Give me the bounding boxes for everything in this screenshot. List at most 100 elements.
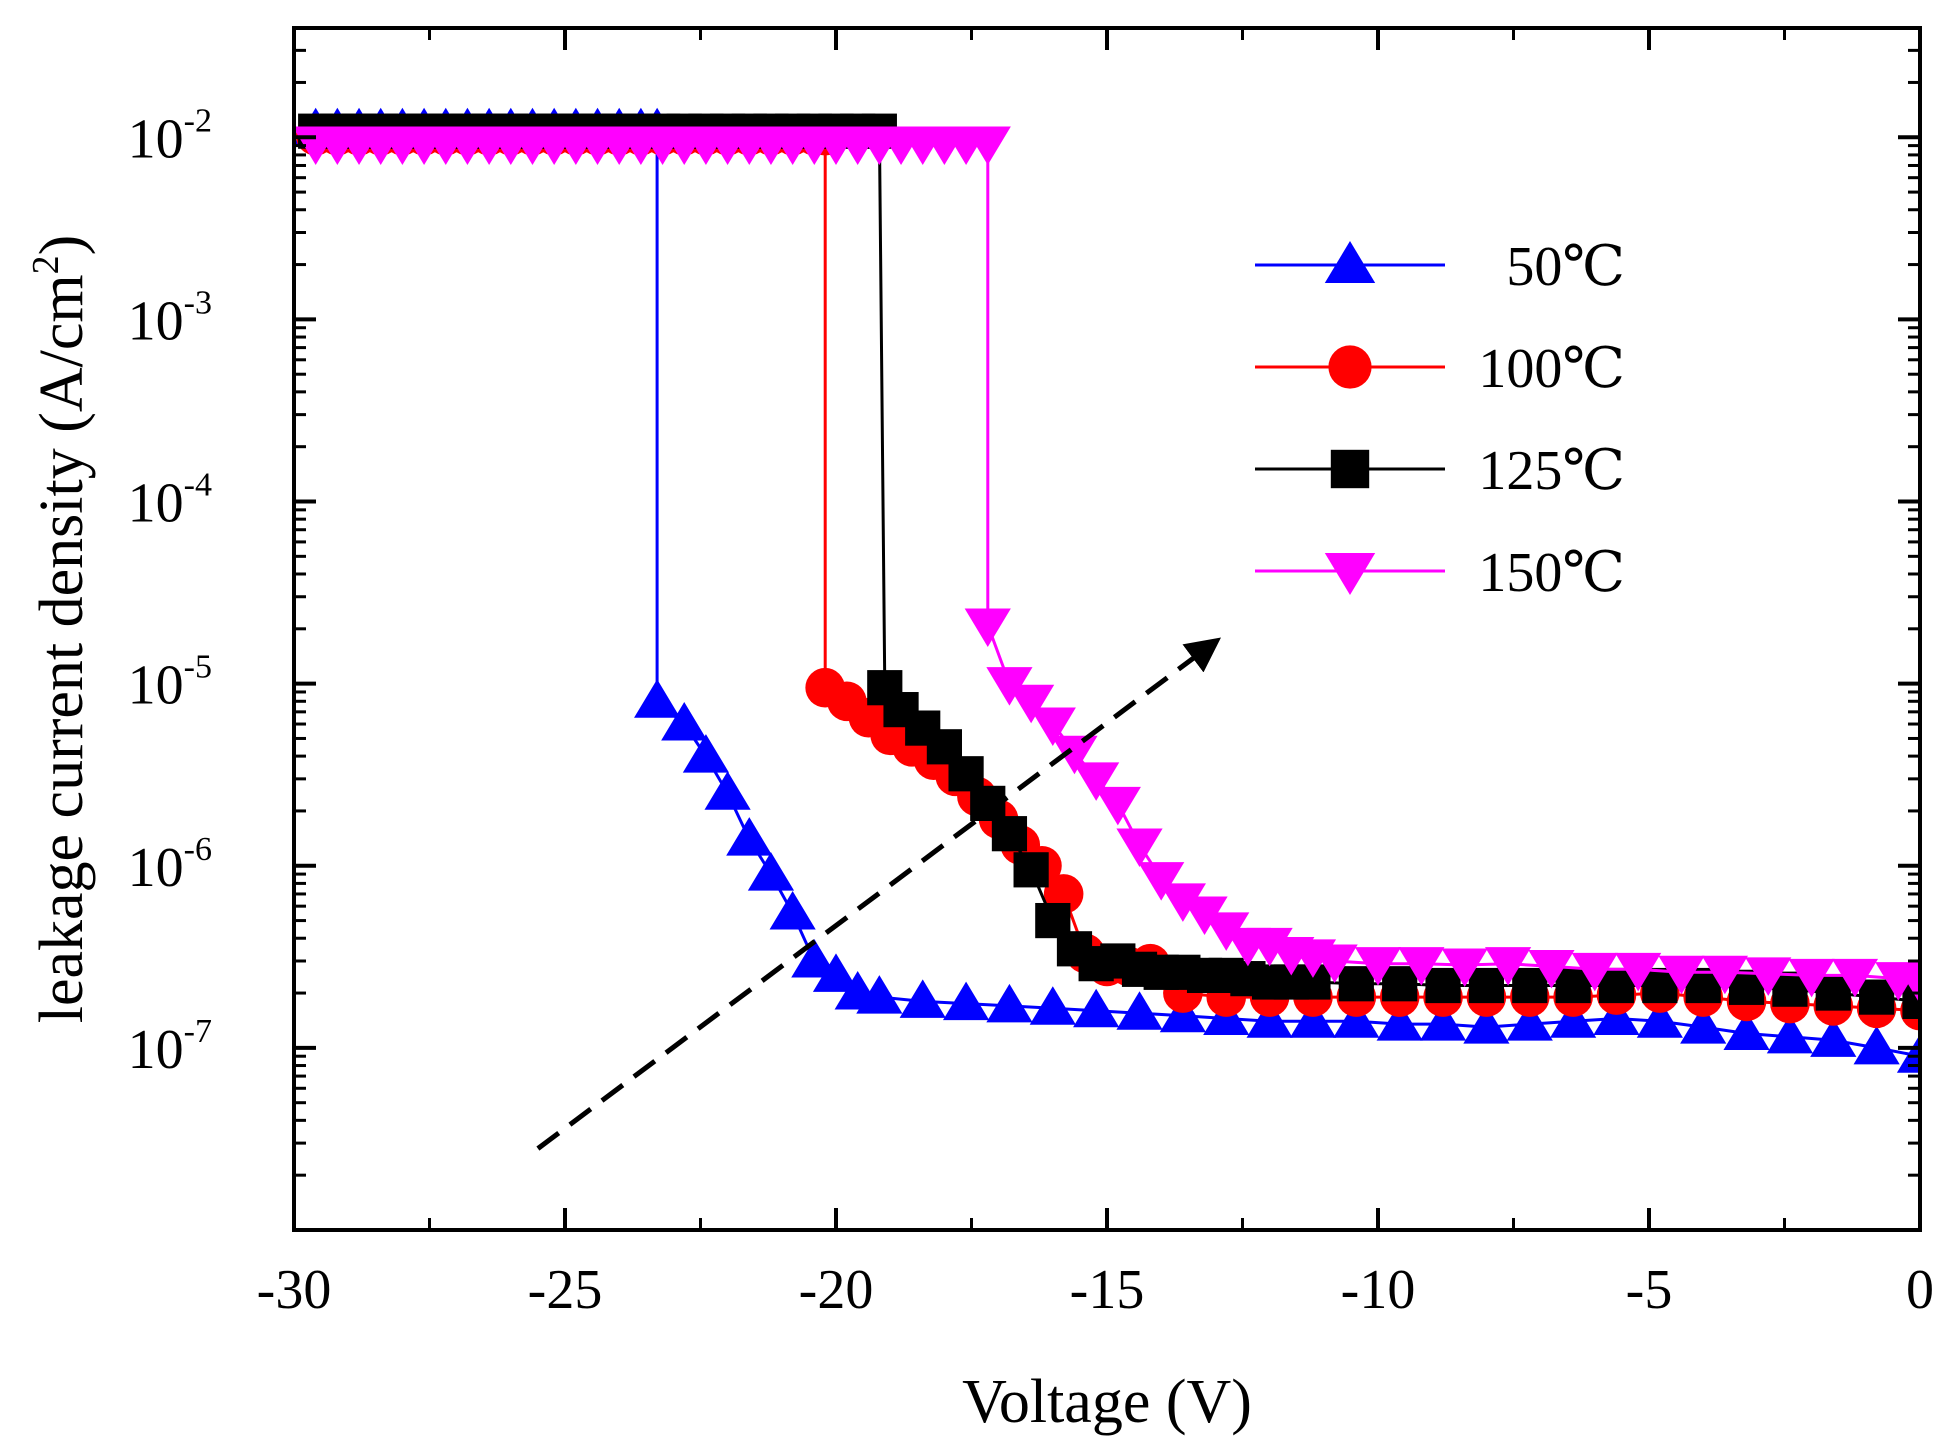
data-point	[769, 891, 816, 930]
x-tick-label: 0	[1906, 1259, 1934, 1321]
data-point	[1116, 828, 1163, 868]
legend-label: 150℃	[1478, 542, 1625, 604]
series-line	[315, 134, 1920, 1013]
y-tick-label: 10-6	[128, 831, 212, 899]
data-point	[1593, 996, 1640, 1035]
data-point	[1528, 949, 1575, 989]
data-point	[1159, 993, 1206, 1033]
data-point	[1354, 947, 1402, 986]
data-point	[1658, 955, 1705, 995]
y-tick-label: 10-7	[128, 1013, 212, 1081]
data-point	[1029, 707, 1076, 747]
data-point	[1311, 944, 1358, 983]
legend-item: 150℃	[1255, 542, 1625, 604]
data-point	[986, 983, 1033, 1023]
data-point	[1550, 999, 1597, 1038]
data-point	[1745, 957, 1792, 996]
data-point	[791, 938, 838, 978]
data-point	[812, 953, 860, 992]
data-point	[634, 679, 681, 718]
data-point	[1382, 966, 1418, 1002]
data-point	[964, 126, 1011, 166]
plot-frame	[292, 26, 1922, 1232]
data-point	[1636, 999, 1683, 1038]
data-point	[1571, 952, 1618, 992]
legend-label: 50℃	[1506, 236, 1625, 298]
data-point	[1376, 1002, 1423, 1041]
data-point	[991, 816, 1028, 852]
data-point	[1723, 1011, 1770, 1050]
legend: 50℃ 100℃ 125℃ 150℃	[1255, 236, 1625, 604]
data-point	[1073, 988, 1120, 1028]
data-point	[1419, 1002, 1467, 1041]
data-point	[1181, 896, 1228, 936]
data-point	[1506, 1002, 1553, 1041]
data-point	[1859, 979, 1895, 1015]
trend-arrow	[536, 637, 1222, 1151]
data-point	[1441, 948, 1488, 988]
x-axis-title: Voltage (V)	[962, 1368, 1252, 1436]
y-axis-title: leakage current density (A/cm2)	[25, 235, 96, 1024]
legend-item: 100℃	[1255, 338, 1625, 400]
data-point	[1094, 786, 1141, 826]
x-tick-label: -15	[1070, 1259, 1145, 1321]
y-tick-label: 10-2	[128, 102, 212, 170]
legend-label: 100℃	[1478, 338, 1625, 400]
data-point	[1468, 967, 1504, 1004]
data-point	[682, 734, 730, 773]
data-point	[1896, 1034, 1920, 1073]
data-point	[1203, 912, 1250, 951]
data-point	[661, 702, 708, 741]
data-point	[942, 981, 990, 1021]
legend-label: 125℃	[1478, 440, 1625, 502]
data-point	[1831, 958, 1879, 998]
x-tick-label: -5	[1626, 1259, 1673, 1321]
data-point	[1815, 975, 1851, 1011]
data-point	[1810, 1018, 1857, 1057]
data-point	[964, 608, 1011, 647]
x-tick-label: -20	[799, 1259, 874, 1321]
data-point	[1788, 958, 1835, 998]
series-3	[298, 113, 1920, 1019]
x-tick-label: -30	[257, 1259, 332, 1321]
data-point	[856, 975, 903, 1014]
legend-item: 125℃	[1255, 440, 1625, 502]
data-point	[899, 979, 946, 1018]
data-point	[1116, 991, 1163, 1030]
data-point	[726, 817, 773, 856]
data-point	[1484, 947, 1532, 986]
data-point	[1425, 967, 1461, 1004]
data-point	[1013, 852, 1049, 888]
data-point	[948, 756, 984, 792]
data-point	[1896, 965, 1920, 1005]
series-2	[295, 115, 1920, 1031]
data-point	[1008, 684, 1055, 724]
x-tick-label: -10	[1341, 1259, 1416, 1321]
series-4	[294, 126, 1920, 1005]
data-point	[1398, 947, 1445, 986]
data-point	[1333, 999, 1380, 1038]
data-point	[1029, 986, 1076, 1025]
data-point	[1051, 735, 1098, 775]
data-point	[1701, 955, 1748, 995]
data-point	[1138, 862, 1185, 901]
series-line	[315, 128, 1920, 1058]
series-layer	[294, 107, 1920, 1073]
data-point	[1463, 1005, 1510, 1044]
legend-marker	[1330, 449, 1370, 489]
y-tick-label: 10-5	[128, 649, 212, 717]
data-point	[1680, 1005, 1727, 1044]
y-tick-label: 10-4	[128, 467, 212, 535]
legend-marker	[1324, 553, 1376, 595]
data-point	[1073, 762, 1120, 801]
series-line	[315, 141, 1920, 984]
axis-layer: -30 -25 -20 -15 -10 -5 0 10-2 10-3 10-4 10-5 10-6 10…	[128, 28, 1934, 1321]
series-line	[315, 129, 1920, 1003]
data-point	[747, 852, 795, 891]
data-point	[1615, 952, 1662, 992]
legend-marker	[1324, 241, 1376, 283]
data-point	[704, 771, 751, 810]
data-point	[1159, 883, 1206, 922]
x-tick-label: -25	[528, 1259, 603, 1321]
